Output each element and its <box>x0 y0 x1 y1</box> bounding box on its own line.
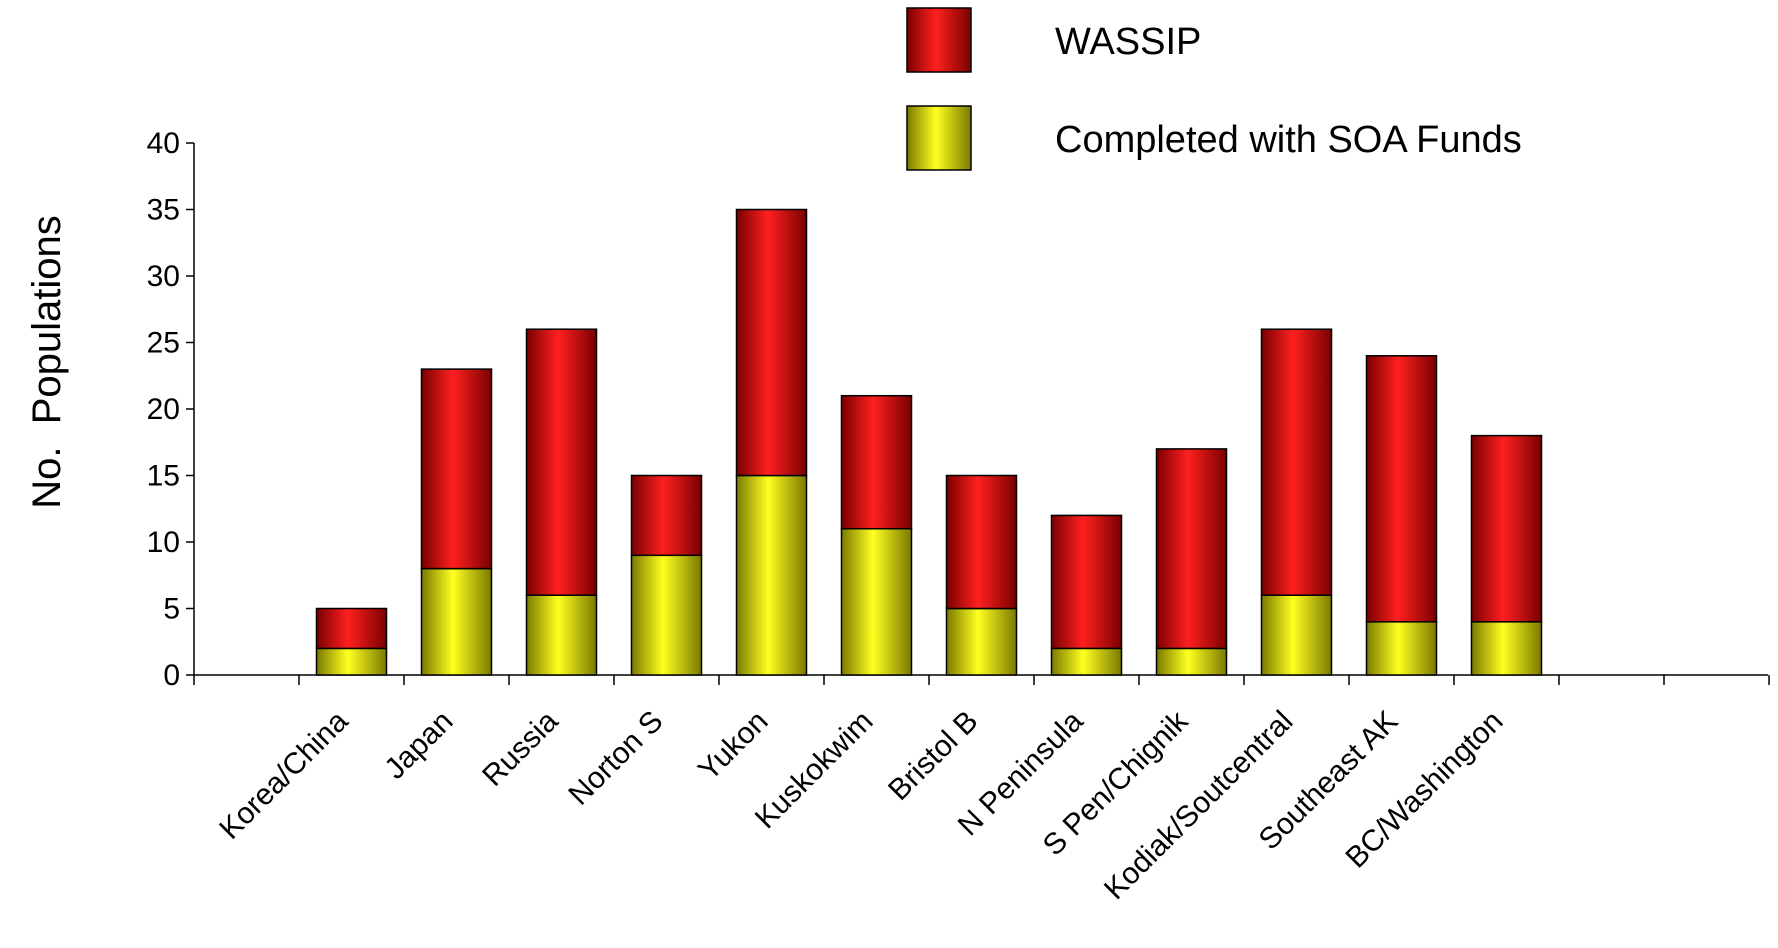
legend-swatch-wassip <box>906 7 972 73</box>
y-tick-label: 15 <box>147 460 180 493</box>
bar-completed-soa <box>315 647 388 676</box>
bar-wassip <box>315 607 388 650</box>
bar-completed-soa <box>735 474 808 676</box>
x-tick-label: Norton S <box>562 705 669 812</box>
y-tick-label: 35 <box>147 194 180 227</box>
y-tick-label: 10 <box>147 526 180 559</box>
bar-wassip <box>1050 514 1123 650</box>
bar-wassip <box>735 208 808 477</box>
bar-completed-soa <box>630 554 703 676</box>
bar-completed-soa <box>945 607 1018 676</box>
bar-completed-soa <box>525 594 598 676</box>
bar-completed-soa <box>1470 621 1543 676</box>
legend-swatch-completed-soa <box>906 105 972 171</box>
legend-label: Completed with SOA Funds <box>1055 119 1522 161</box>
y-axis: 0 5 10 15 20 25 30 35 40 <box>147 127 195 692</box>
y-tick-label: 20 <box>147 393 180 426</box>
bar-wassip <box>1260 328 1333 596</box>
y-axis-label: No. Populations <box>25 215 69 509</box>
bar-completed-soa <box>420 567 493 676</box>
bar-wassip <box>630 474 703 557</box>
x-tick-label: Yukon <box>692 705 774 787</box>
legend: WASSIP Completed with SOA Funds <box>906 7 1522 171</box>
bar-wassip <box>420 368 493 570</box>
bar-completed-soa <box>1260 594 1333 676</box>
y-tick-label: 30 <box>147 260 180 293</box>
bars <box>315 208 1543 676</box>
x-tick-label: Korea/China <box>213 704 354 845</box>
bar-wassip <box>1365 355 1438 623</box>
legend-label: WASSIP <box>1055 21 1201 63</box>
bar-wassip <box>945 474 1018 610</box>
bar-wassip <box>1155 448 1228 650</box>
x-tick-label: Russia <box>476 704 564 792</box>
bar-completed-soa <box>1050 647 1123 676</box>
y-tick-label: 5 <box>163 593 180 626</box>
bar-wassip <box>840 394 913 530</box>
x-tick-label: Kodiak/Soutcentral <box>1098 705 1299 906</box>
bar-completed-soa <box>1155 647 1228 676</box>
bar-wassip <box>525 328 598 596</box>
bar-completed-soa <box>1365 621 1438 676</box>
y-tick-label: 0 <box>163 659 180 692</box>
y-tick-label: 40 <box>147 127 180 160</box>
x-tick-label: Japan <box>378 705 459 786</box>
bar-completed-soa <box>840 527 913 676</box>
x-tick-label: Bristol B <box>882 705 984 807</box>
bar-wassip <box>1470 434 1543 623</box>
y-tick-label: 25 <box>147 327 180 360</box>
